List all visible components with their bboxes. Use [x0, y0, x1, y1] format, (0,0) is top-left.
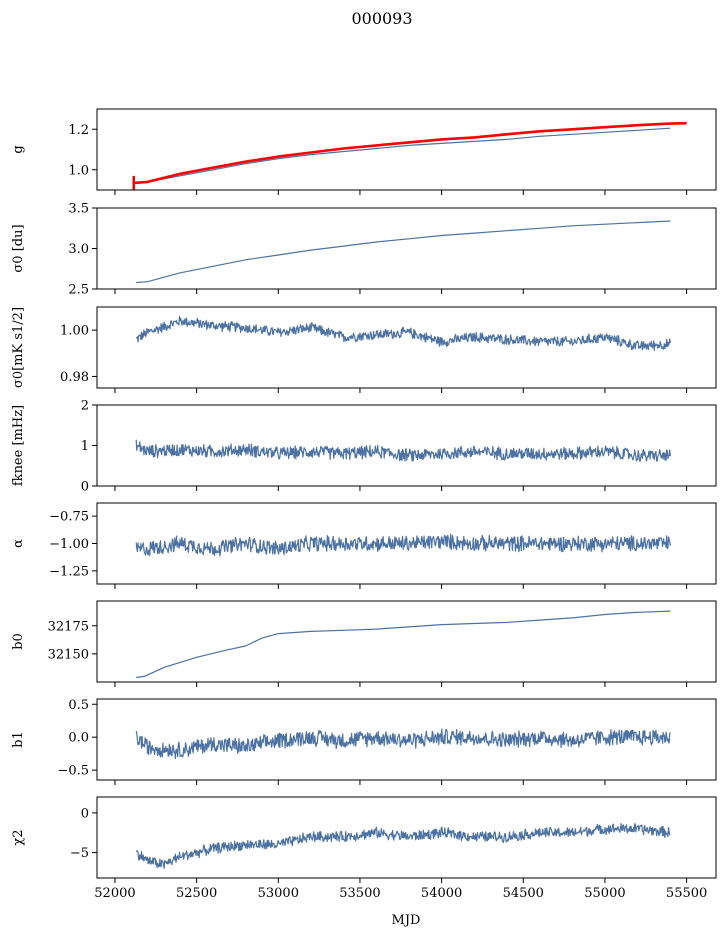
y-tick-label: −1.25: [49, 564, 89, 579]
panel-frame: [96, 207, 717, 290]
y-axis-label: g: [11, 145, 26, 153]
y-tick-label: 2.5: [68, 283, 89, 298]
x-axis-label: MJD: [392, 913, 421, 928]
y-tick-label: −1.00: [49, 537, 89, 552]
x-tick-label: 52500: [176, 886, 217, 901]
panel-frame: [96, 698, 717, 781]
y-tick-label: 2: [81, 399, 89, 414]
y-tick-label: −5: [70, 846, 89, 861]
x-tick-label: 54000: [421, 886, 462, 901]
series-line-5-1: [135, 533, 671, 557]
panel-6: 32150 32175 b0: [11, 600, 717, 687]
series-line-7-1: [135, 728, 671, 760]
panel-7: −0.5 0.0 0.5 b1: [11, 698, 717, 785]
y-tick-label: 32150: [48, 647, 89, 662]
panel-8: −5 0 52000 52500 53000 53500 54000 54500 55000 55…: [11, 796, 717, 901]
y-tick-label: 32175: [48, 619, 89, 634]
y-tick-label: 0.98: [60, 370, 89, 385]
panel-frame: [96, 600, 717, 683]
figure-title: 000093: [351, 9, 412, 28]
x-tick-label: 55000: [584, 886, 625, 901]
panel-1: 1.0 1.2 g: [11, 108, 717, 195]
panel-frame: [96, 404, 717, 487]
y-axis-label: α: [11, 539, 26, 548]
y-axis-label: b1: [11, 731, 26, 748]
series-line-1-2: [133, 121, 687, 185]
y-axis-label: fknee [mHz]: [11, 405, 26, 486]
series-line-2-1: [136, 220, 671, 284]
series-line-8-1: [135, 823, 671, 869]
y-tick-label: 1: [81, 439, 89, 454]
y-tick-label: 1.2: [68, 123, 89, 138]
series-line-4-1: [135, 439, 671, 462]
y-axis-label: χ2: [11, 829, 26, 845]
y-tick-label: 0: [81, 806, 89, 821]
y-tick-label: 3.5: [68, 202, 89, 217]
series-line-6-1: [136, 610, 671, 679]
panel-frame: [96, 796, 717, 879]
x-tick-label: 55500: [666, 886, 707, 901]
y-tick-label: 1.00: [60, 324, 89, 339]
x-tick-label: 54500: [503, 886, 544, 901]
y-tick-label: −0.75: [49, 510, 89, 525]
panel-3: 0.98 1.00 σ0[mK s1/2]: [11, 306, 717, 393]
y-tick-label: 0.0: [68, 731, 89, 746]
panel-4: 0 1 2 fknee [mHz]: [11, 399, 717, 495]
y-tick-label: 1.0: [68, 163, 89, 178]
series-line-1-1: [136, 127, 671, 184]
panel-5: −1.25 −1.00 −0.75 α: [11, 502, 717, 589]
y-tick-label: 0: [81, 480, 89, 495]
y-tick-label: 0.5: [68, 698, 89, 713]
panel-frame: [96, 108, 717, 191]
panel-2: 2.5 3.0 3.5 σ0 [du]: [11, 202, 717, 298]
y-tick-label: −0.5: [57, 764, 89, 779]
y-axis-label: σ0[mK s1/2]: [11, 307, 26, 388]
panels-group: 1.0 1.2 g 2.5 3.0 3.5 σ0 [du] 0.98 1.00 σ0[mK s1/…: [11, 108, 717, 901]
y-axis-label: b0: [11, 633, 26, 650]
x-tick-label: 53500: [339, 886, 380, 901]
x-tick-label: 52000: [94, 886, 135, 901]
x-tick-label: 53000: [258, 886, 299, 901]
panel-frame: [96, 306, 717, 389]
series-line-3-1: [135, 315, 671, 351]
y-axis-label: σ0 [du]: [11, 224, 26, 272]
y-tick-label: 3.0: [68, 242, 89, 257]
